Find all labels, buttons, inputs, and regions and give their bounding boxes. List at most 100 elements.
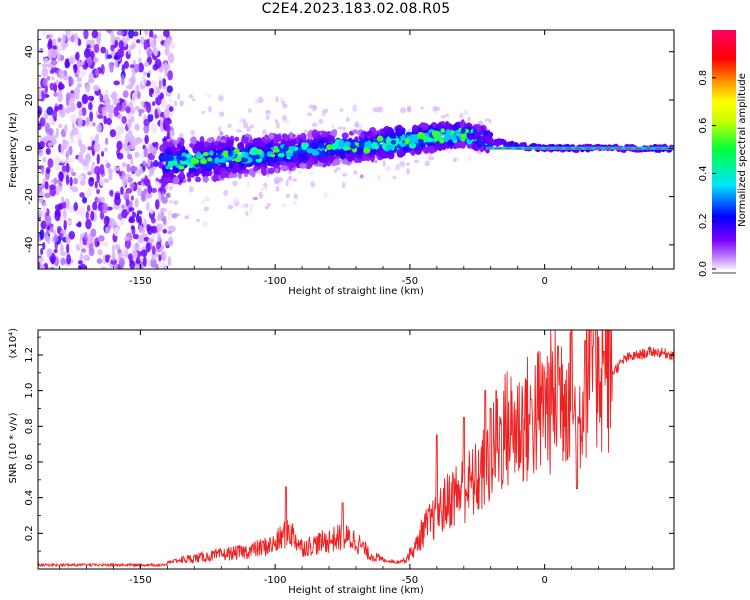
heatmap-cell [190, 129, 196, 136]
heatmap-cell [105, 117, 112, 125]
heatmap-cell [274, 119, 279, 125]
heatmap-cell [66, 243, 70, 254]
heatmap-cell [214, 157, 220, 164]
heatmap-cell [402, 145, 409, 153]
heatmap-cell [218, 95, 224, 102]
heatmap-cell [113, 226, 120, 237]
heatmap-cell [313, 150, 320, 156]
heatmap-cell [51, 48, 57, 59]
heatmap-cell [161, 98, 167, 110]
snr-frame [37, 329, 675, 570]
heatmap-cell [80, 263, 87, 269]
heatmap-cell [264, 205, 270, 210]
heatmap-cell [58, 182, 63, 187]
heatmap-cell [134, 169, 142, 177]
heatmap-cell [289, 146, 296, 152]
heatmap-cell [400, 165, 406, 169]
heatmap-cell [53, 248, 58, 254]
heatmap-cell [78, 265, 82, 269]
heatmap-cell [206, 93, 212, 98]
heatmap-cell [55, 79, 60, 86]
heatmap-cell [78, 109, 83, 117]
heatmap-cell [207, 157, 213, 162]
heatmap-cell [392, 175, 397, 180]
heatmap-cell [444, 121, 450, 131]
heatmap-cell [282, 114, 287, 122]
heatmap-cell [83, 30, 89, 40]
heatmap-cell [271, 155, 278, 164]
heatmap-cell [109, 62, 114, 73]
heatmap-cell [101, 150, 105, 157]
heatmap-cell [373, 106, 379, 113]
heatmap-cell [38, 254, 43, 263]
heatmap-cell [384, 130, 390, 137]
heatmap-cell [90, 228, 97, 238]
heatmap-cell [283, 144, 289, 152]
heatmap-cell [133, 63, 140, 73]
heatmap-cell [128, 211, 133, 217]
heatmap-cell [171, 213, 178, 219]
snr-x-label: Height of straight line (km) [288, 585, 424, 596]
spectrogram-x-ticks: -150 -100 -50 0 [59, 30, 653, 287]
heatmap-cell [453, 157, 457, 163]
heatmap-cell [110, 44, 115, 52]
colorbar-tick-label: 0.0 [698, 261, 709, 277]
heatmap-cell [179, 100, 184, 104]
heatmap-cell [454, 141, 462, 149]
heatmap-cell [110, 93, 117, 99]
heatmap-cell [138, 226, 146, 234]
heatmap-cell [155, 199, 160, 210]
heatmap-cell [252, 165, 259, 172]
heatmap-cell [166, 146, 172, 155]
heatmap-cell [128, 30, 135, 39]
heatmap-cell [267, 167, 275, 175]
heatmap-cell [219, 158, 225, 164]
heatmap-cell [160, 155, 169, 160]
heatmap-cell [195, 218, 201, 223]
heatmap-cell [121, 74, 125, 86]
heatmap-cell [401, 127, 406, 134]
heatmap-cell [157, 233, 161, 243]
heatmap-cell [121, 209, 128, 219]
heatmap-cell [49, 187, 57, 197]
heatmap-cell [245, 126, 251, 132]
heatmap-cell [115, 125, 123, 136]
heatmap-cell [138, 111, 142, 117]
heatmap-cell [117, 113, 123, 120]
heatmap-cell [242, 118, 246, 124]
heatmap-cell [66, 149, 70, 158]
heatmap-cell [151, 225, 157, 234]
heatmap-cell [308, 171, 314, 176]
heatmap-cell [472, 128, 478, 135]
heatmap-cell [461, 134, 466, 142]
heatmap-cell [440, 115, 446, 119]
heatmap-cell [128, 216, 135, 223]
heatmap-cell [376, 174, 382, 181]
heatmap-cell [190, 173, 195, 178]
heatmap-cell [114, 196, 121, 206]
heatmap-cell [121, 116, 127, 124]
heatmap-cell [460, 127, 466, 134]
heatmap-cell [143, 188, 149, 193]
heatmap-cell [118, 257, 125, 267]
heatmap-cell [46, 225, 51, 231]
heatmap-cell [49, 266, 55, 269]
heatmap-cell [40, 196, 44, 203]
heatmap-cell [452, 123, 459, 131]
heatmap-cell [311, 122, 318, 128]
heatmap-cell [92, 201, 98, 211]
snr-series-line [38, 330, 674, 569]
heatmap-cell [46, 106, 54, 116]
heatmap-cell [171, 130, 175, 137]
heatmap-cell [226, 140, 234, 146]
heatmap-cell [108, 217, 116, 227]
heatmap-cell [264, 186, 268, 191]
heatmap-cell [202, 176, 209, 183]
heatmap-cell [53, 177, 58, 186]
heatmap-cell [140, 249, 148, 257]
heatmap-cell [161, 250, 167, 262]
heatmap-cell [424, 160, 430, 167]
heatmap-cell [99, 196, 106, 203]
heatmap-cell [167, 230, 172, 235]
